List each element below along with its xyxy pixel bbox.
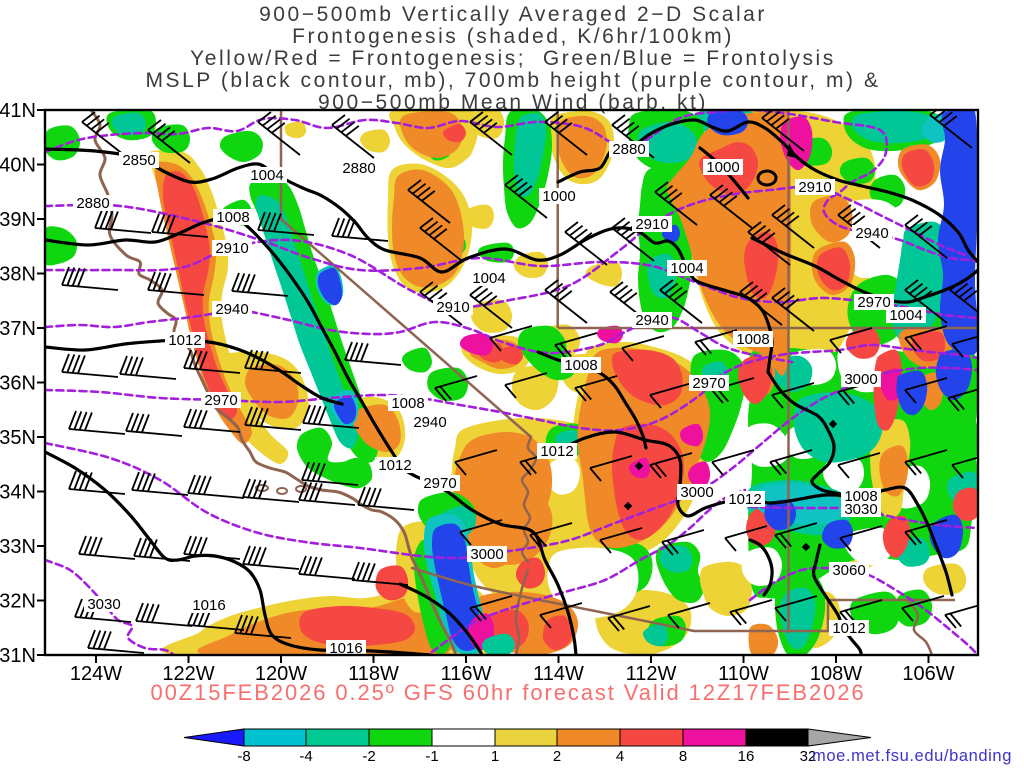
svg-text:2850: 2850: [122, 152, 155, 169]
svg-text:1000: 1000: [706, 159, 739, 176]
svg-text:3030: 3030: [87, 596, 120, 613]
svg-text:1016: 1016: [329, 640, 362, 657]
svg-text:1000: 1000: [542, 188, 575, 205]
svg-text:-8: -8: [237, 748, 250, 765]
svg-text:122W: 122W: [162, 663, 214, 685]
svg-text:37N: 37N: [0, 318, 36, 340]
svg-text:1008: 1008: [216, 209, 249, 226]
svg-text:1008: 1008: [564, 357, 597, 374]
svg-text:2970: 2970: [423, 475, 456, 492]
svg-text:112W: 112W: [626, 663, 677, 685]
svg-text:32: 32: [800, 748, 817, 765]
svg-text:8: 8: [679, 748, 687, 765]
svg-text:moe.met.fsu.edu/banding: moe.met.fsu.edu/banding: [812, 747, 1012, 765]
svg-text:3030: 3030: [844, 501, 877, 518]
svg-text:2940: 2940: [855, 225, 888, 242]
svg-text:00Z15FEB2026 0.25º GFS 60hr fo: 00Z15FEB2026 0.25º GFS 60hr forecast Val…: [150, 680, 865, 705]
svg-text:1004: 1004: [889, 307, 922, 324]
svg-text:2910: 2910: [798, 179, 831, 196]
svg-text:41N: 41N: [0, 100, 36, 122]
svg-text:110W: 110W: [718, 663, 769, 685]
svg-text:38N: 38N: [0, 264, 36, 286]
svg-text:1: 1: [491, 748, 499, 765]
svg-text:2970: 2970: [857, 294, 890, 311]
svg-text:3000: 3000: [844, 371, 877, 388]
svg-text:Yellow/Red = Frontogenesis; G: Yellow/Red = Frontogenesis; Green/Blue =…: [190, 47, 836, 70]
svg-text:40N: 40N: [0, 155, 36, 177]
svg-text:35N: 35N: [0, 427, 36, 449]
svg-text:-4: -4: [299, 748, 312, 765]
svg-text:3000: 3000: [680, 484, 713, 501]
svg-text:1012: 1012: [540, 443, 573, 460]
svg-text:118W: 118W: [348, 663, 399, 685]
svg-text:1012: 1012: [378, 457, 411, 474]
svg-text:34N: 34N: [0, 482, 36, 504]
svg-text:108W: 108W: [810, 663, 862, 685]
svg-text:39N: 39N: [0, 209, 36, 231]
svg-text:900−500mb Vertically Averaged: 900−500mb Vertically Averaged 2−D Scalar: [259, 3, 767, 26]
svg-text:2940: 2940: [413, 414, 446, 431]
svg-text:1004: 1004: [250, 167, 283, 184]
svg-text:2910: 2910: [215, 240, 248, 257]
svg-text:36N: 36N: [0, 373, 36, 395]
svg-text:1008: 1008: [391, 395, 424, 412]
svg-text:2: 2: [553, 748, 561, 765]
svg-text:1008: 1008: [844, 488, 877, 505]
svg-text:16: 16: [738, 748, 755, 765]
svg-text:1012: 1012: [168, 332, 201, 349]
svg-text:4: 4: [616, 748, 624, 765]
svg-text:33N: 33N: [0, 536, 36, 558]
svg-text:2910: 2910: [635, 216, 668, 233]
svg-text:2880: 2880: [76, 195, 109, 212]
svg-text:2970: 2970: [692, 375, 725, 392]
svg-text:900−500mb Mean Wind (barb, kt): 900−500mb Mean Wind (barb, kt): [318, 91, 708, 114]
svg-text:31N: 31N: [0, 645, 36, 667]
svg-text:-2: -2: [362, 748, 375, 765]
svg-text:114W: 114W: [533, 663, 584, 685]
svg-text:2880: 2880: [342, 160, 375, 177]
svg-text:32N: 32N: [0, 591, 36, 613]
svg-text:1012: 1012: [728, 491, 761, 508]
svg-text:1012: 1012: [832, 620, 865, 637]
svg-text:106W: 106W: [902, 663, 954, 685]
svg-text:2910: 2910: [436, 299, 469, 316]
svg-text:1008: 1008: [736, 331, 769, 348]
svg-text:MSLP (black contour, mb), 700m: MSLP (black contour, mb), 700mb height (…: [145, 69, 880, 92]
svg-text:1004: 1004: [670, 260, 703, 277]
svg-text:3060: 3060: [832, 562, 865, 579]
svg-text:120W: 120W: [255, 663, 307, 685]
svg-text:124W: 124W: [70, 663, 122, 685]
svg-text:Frontogenesis (shaded, K/6hr/1: Frontogenesis (shaded, K/6hr/100km): [292, 25, 734, 48]
svg-text:116W: 116W: [441, 663, 492, 685]
svg-text:1016: 1016: [192, 597, 225, 614]
svg-text:2970: 2970: [204, 392, 237, 409]
svg-text:2940: 2940: [215, 301, 248, 318]
svg-text:3000: 3000: [470, 546, 503, 563]
svg-text:-1: -1: [425, 748, 438, 765]
svg-text:1004: 1004: [472, 270, 505, 287]
svg-text:2940: 2940: [635, 312, 668, 329]
svg-text:2880: 2880: [612, 141, 645, 158]
